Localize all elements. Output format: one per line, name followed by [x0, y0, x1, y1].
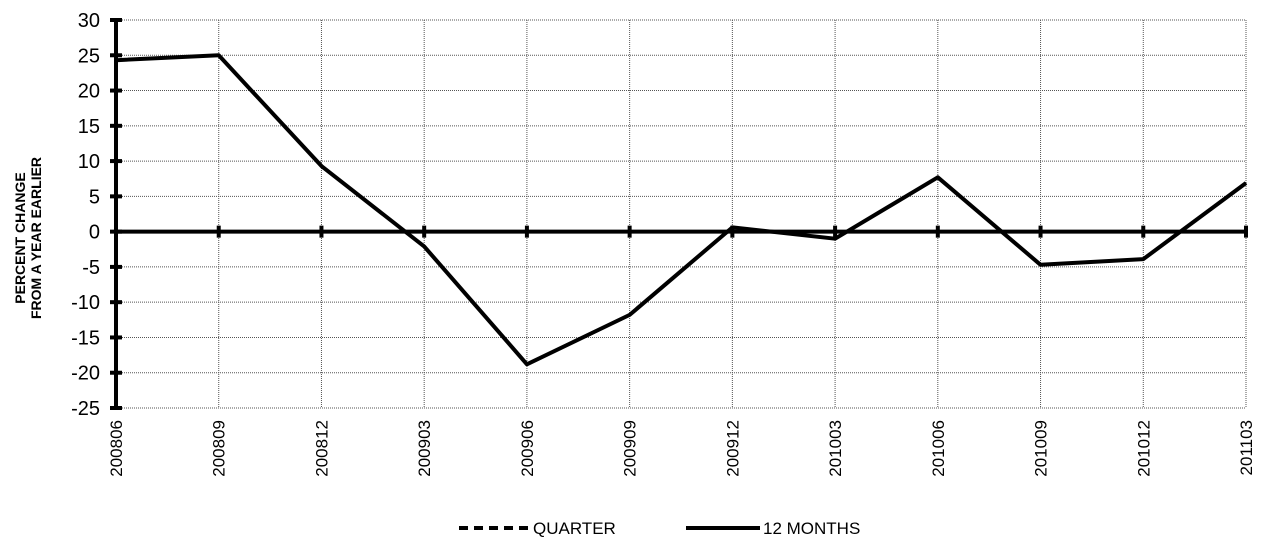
- data-point: [1245, 182, 1247, 184]
- x-tick-label: 201006: [929, 420, 948, 477]
- series-lines: [115, 53, 1248, 367]
- y-tick-label: 0: [89, 222, 100, 244]
- data-point: [1040, 264, 1042, 266]
- data-point: [115, 59, 117, 61]
- plot-border: [116, 19, 1247, 408]
- y-tick-label: -20: [71, 363, 100, 385]
- x-tick-label: 200909: [621, 420, 640, 477]
- x-tick-label: 200903: [415, 420, 434, 477]
- grid: [116, 19, 1247, 409]
- legend: QUARTER 12 MONTHS: [459, 519, 860, 538]
- data-point: [423, 245, 425, 247]
- x-tick-label: 201009: [1032, 420, 1051, 477]
- data-point: [834, 238, 836, 240]
- data-point: [526, 363, 528, 365]
- data-point: [320, 165, 322, 167]
- data-point: [218, 54, 220, 56]
- y-tick-labels: 30 25 20 15 10 5 0 -5 -10 -15 -20 -25: [71, 10, 100, 420]
- y-tick-label: -5: [82, 257, 100, 279]
- y-tick-label: 15: [78, 116, 100, 138]
- x-tick-labels: 200806 200809 200812 200903 200906 200909 2009…: [107, 420, 1256, 477]
- x-tick-label: 200912: [723, 420, 742, 477]
- y-tick-label: 25: [78, 45, 100, 67]
- x-tick-label: 200809: [210, 420, 229, 477]
- data-point: [937, 176, 939, 178]
- x-tick-label: 201103: [1237, 420, 1256, 475]
- legend-label-quarter: QUARTER: [533, 519, 616, 538]
- data-point: [629, 314, 631, 316]
- y-tick-label: 10: [78, 151, 100, 173]
- y-axis-label-line-1: PERCENT CHANGE: [12, 172, 28, 303]
- y-tick-label: -10: [71, 292, 100, 314]
- y-axis-label-line-2: FROM A YEAR EARLIER: [28, 157, 44, 319]
- y-tick-label: -15: [71, 327, 100, 349]
- legend-label-12-months: 12 MONTHS: [763, 519, 860, 538]
- series-line-12-months: [115, 53, 1248, 367]
- y-tick-label: 5: [89, 186, 100, 208]
- x-tick-label: 200806: [107, 420, 126, 477]
- axes: [110, 18, 1248, 410]
- x-tick-label: 201012: [1134, 420, 1153, 477]
- data-point: [731, 226, 733, 228]
- x-tick-label: 201003: [826, 420, 845, 477]
- data-point: [1142, 258, 1144, 260]
- y-tick-label: 30: [78, 10, 100, 32]
- y-tick-label: -25: [71, 398, 100, 420]
- x-tick-label: 200812: [312, 420, 331, 477]
- x-tick-label: 200906: [518, 420, 537, 477]
- y-tick-label: 20: [78, 81, 100, 103]
